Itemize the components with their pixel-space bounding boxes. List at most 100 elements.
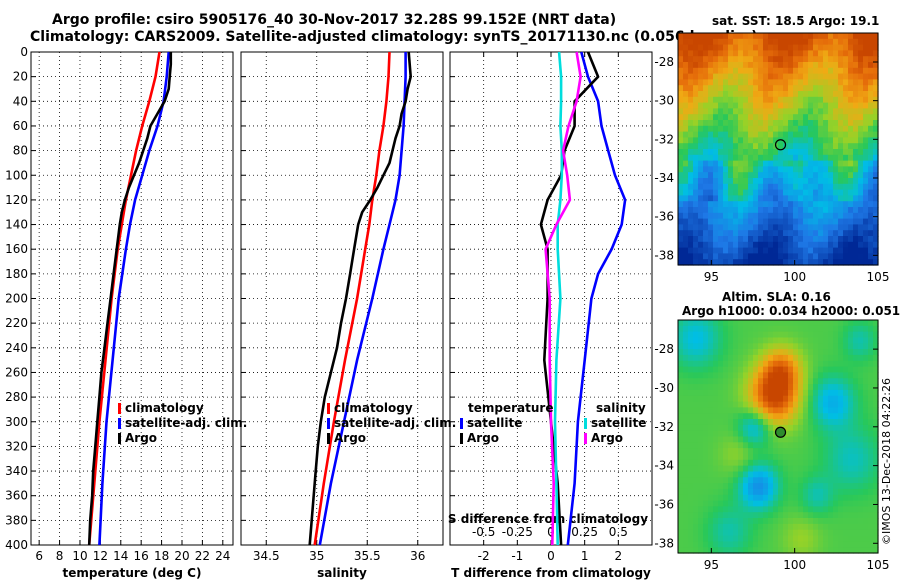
map-cell [863, 500, 869, 508]
map-cell [708, 541, 714, 548]
map-cell [848, 96, 854, 104]
depth-label: 160 [5, 242, 28, 256]
map-cell [868, 125, 874, 133]
map-cell [863, 320, 869, 327]
map-cell [718, 413, 724, 420]
map-cell [728, 38, 734, 46]
map-cell [828, 360, 834, 368]
map-cell [713, 38, 719, 46]
map-cell [793, 547, 799, 554]
map-cell [863, 343, 869, 350]
map-cell [723, 465, 729, 473]
map-cell [723, 160, 729, 167]
map-cell [763, 506, 769, 513]
map-cell [738, 448, 744, 455]
map-cell [688, 430, 694, 438]
map-cell [778, 247, 784, 254]
map-cell [758, 547, 764, 554]
map-cell [768, 465, 774, 473]
map-cell [868, 459, 874, 467]
map-cell [708, 483, 714, 490]
map-cell [868, 33, 874, 40]
map-cell [773, 125, 779, 133]
map-cell [703, 96, 709, 104]
map-xtick-label-sst-map: 105 [867, 270, 890, 284]
map-cell [768, 354, 774, 362]
map-cell [833, 535, 839, 542]
map-cell [793, 448, 799, 455]
map-cell [773, 494, 779, 502]
map-cell [743, 395, 749, 403]
map-cell [858, 378, 864, 385]
map-cell [808, 488, 814, 496]
map-cell [863, 67, 869, 75]
map-cell [858, 547, 864, 554]
map-cell [698, 38, 704, 46]
map-cell [778, 325, 784, 333]
depth-label: 360 [5, 489, 28, 503]
map-cell [798, 436, 804, 443]
map-cell [848, 331, 854, 339]
map-cell [858, 372, 864, 379]
map-cell [778, 547, 784, 554]
map-cell [803, 483, 809, 490]
map-cell [718, 96, 724, 104]
map-cell [858, 73, 864, 80]
map-cell [718, 44, 724, 51]
map-cell [703, 212, 709, 220]
map-cell [783, 195, 789, 202]
map-cell [713, 96, 719, 104]
map-cell [728, 535, 734, 542]
map-cell [838, 166, 844, 173]
map-cell [813, 85, 819, 92]
map-cell [723, 218, 729, 225]
map-cell [843, 395, 849, 403]
map-cell [758, 62, 764, 69]
map-cell [788, 506, 794, 513]
map-cell [758, 488, 764, 496]
map-cell [763, 442, 769, 449]
map-cell [733, 85, 739, 92]
temp-legend-2-label: Argo [125, 431, 157, 445]
map-cell [863, 413, 869, 420]
map-cell [803, 512, 809, 519]
map-cell [703, 108, 709, 115]
map-cell [743, 96, 749, 104]
map-cell [718, 143, 724, 150]
map-cell [753, 459, 759, 467]
map-cell [798, 143, 804, 150]
map-cell [793, 436, 799, 443]
map-cell [758, 529, 764, 537]
map-cell [763, 44, 769, 51]
map-cell [703, 160, 709, 167]
map-cell [728, 73, 734, 80]
map-cell [778, 149, 784, 156]
map-cell [698, 195, 704, 202]
map-cell [813, 343, 819, 350]
map-cell [728, 189, 734, 196]
map-cell [678, 500, 684, 508]
map-cell [803, 114, 809, 121]
map-cell [748, 85, 754, 92]
map-cell [748, 172, 754, 179]
map-cell [783, 477, 789, 484]
map-cell [753, 131, 759, 138]
map-cell [708, 494, 714, 502]
map-cell [858, 189, 864, 196]
map-cell [833, 166, 839, 173]
map-cell [748, 325, 754, 333]
map-cell [698, 160, 704, 167]
map-cell [828, 207, 834, 214]
map-cell [688, 442, 694, 449]
map-cell [733, 535, 739, 542]
map-cell [678, 459, 684, 467]
depth-label: 120 [5, 193, 28, 207]
map-cell [858, 419, 864, 426]
map-cell [718, 360, 724, 368]
map-cell [738, 337, 744, 344]
top-tick-label-diff: 0.25 [571, 525, 598, 539]
map-cell [848, 413, 854, 420]
sst-map-title: sat. SST: 18.5 Argo: 19.1 [712, 14, 880, 28]
map-cell [813, 494, 819, 502]
map-cell [793, 494, 799, 502]
